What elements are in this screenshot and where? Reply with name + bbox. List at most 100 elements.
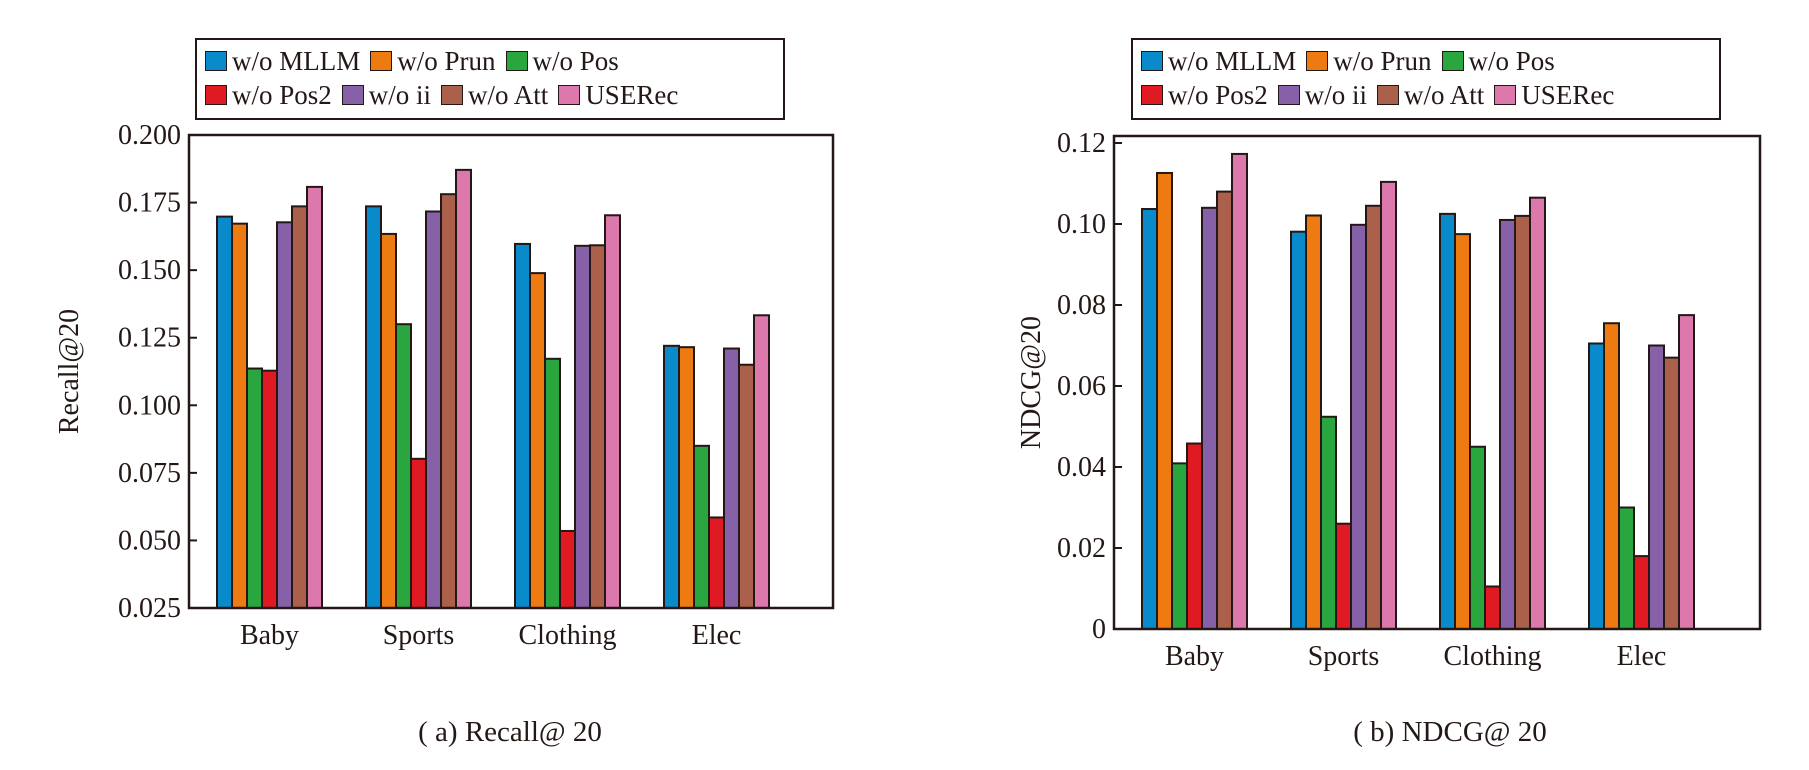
y-tick-label: 0.150 [118, 255, 181, 286]
legend-label: w/o Pos2 [1168, 80, 1268, 110]
legend-label: w/o Prun [397, 46, 496, 76]
legend-swatch [505, 51, 528, 71]
y-tick-label: 0.200 [118, 120, 181, 151]
legend-item: w/o Pos [1441, 44, 1555, 78]
x-tick-label: Sports [1308, 641, 1380, 672]
bar-w-o-pos-clothing [544, 357, 561, 609]
bar-w-o-prun-sports [380, 232, 397, 610]
bar-w-o-pos-baby [246, 367, 263, 609]
plot-frame [1112, 134, 1762, 631]
legend-row: w/o Pos2 w/o ii w/o Att USERec [205, 78, 775, 112]
bar-userec-sports [455, 168, 472, 609]
legend-label: w/o MLLM [232, 46, 361, 76]
legend-swatch [1141, 51, 1163, 71]
bar-w-o-mllm-clothing [514, 242, 531, 609]
x-tick-label: Elec [1617, 641, 1667, 672]
bar-w-o-att-sports [1365, 204, 1382, 630]
legend-swatch [1277, 85, 1300, 105]
legend-swatch [1141, 85, 1163, 105]
plot-frame [187, 133, 835, 610]
bar-w-o-ii-elec [1648, 344, 1665, 630]
legend-item: w/o Att [441, 78, 548, 112]
bar-userec-elec [753, 314, 770, 609]
x-tick-label: Elec [692, 620, 742, 651]
bar-w-o-pos2-clothing [559, 529, 576, 609]
y-tick-label: 0.08 [1057, 290, 1106, 321]
bar-userec-clothing [604, 214, 621, 609]
legend-row: w/o Pos2 w/o ii w/o Att USERec [1141, 78, 1711, 112]
y-tick-label: 0.10 [1057, 209, 1106, 240]
legend-row: w/o MLLM w/o Prun w/o Pos [1141, 44, 1711, 78]
legend-item: USERec [1494, 78, 1614, 112]
bar-w-o-att-elec [1663, 356, 1680, 630]
bar-w-o-att-baby [291, 205, 308, 609]
legend-label: w/o MLLM [1168, 46, 1297, 76]
legend-swatch [370, 51, 393, 71]
legend-ndcg: w/o MLLM w/o Prun w/o Pos w/o Pos2 w/o ii w/o… [1131, 38, 1721, 120]
legend-swatch [558, 85, 581, 105]
x-tick-label: Sports [383, 620, 455, 651]
bar-w-o-ii-sports [1350, 223, 1367, 630]
bar-w-o-pos2-clothing [1484, 585, 1501, 630]
bar-w-o-att-clothing [589, 244, 606, 609]
bar-userec-baby [1231, 152, 1248, 630]
legend-row: w/o MLLM w/o Prun w/o Pos [205, 44, 775, 78]
x-tick-label: Baby [240, 620, 299, 651]
legend-item: w/o Pos2 [205, 78, 332, 112]
legend-item: w/o Prun [1306, 44, 1432, 78]
bar-w-o-prun-clothing [529, 272, 546, 609]
bar-w-o-mllm-sports [1290, 230, 1307, 630]
y-axis-label: NDCG@20 [1016, 316, 1047, 449]
legend-label: USERec [585, 80, 679, 110]
bar-w-o-mllm-elec [663, 344, 680, 609]
y-tick-label: 0.025 [118, 593, 181, 624]
bar-w-o-att-elec [738, 363, 755, 609]
bar-w-o-mllm-sports [365, 205, 382, 609]
caption-ndcg: ( b) NDCG@ 20 [1353, 716, 1547, 748]
bar-w-o-att-clothing [1514, 214, 1531, 630]
legend-label: w/o Prun [1333, 46, 1432, 76]
bar-w-o-prun-clothing [1454, 233, 1471, 630]
bar-w-o-prun-elec [1603, 322, 1620, 630]
bar-w-o-pos-sports [395, 323, 412, 609]
bar-w-o-prun-sports [1305, 214, 1322, 630]
bar-w-o-ii-baby [276, 221, 293, 610]
y-tick-label: 0.12 [1057, 128, 1106, 159]
x-tick-label: Clothing [1443, 641, 1541, 672]
bar-w-o-pos-elec [693, 444, 710, 610]
bar-w-o-pos-sports [1320, 415, 1337, 630]
legend-label: w/o ii [368, 80, 432, 110]
y-tick-label: 0.06 [1057, 371, 1106, 402]
y-axis-label: Recall@20 [54, 309, 85, 434]
bar-w-o-pos2-sports [410, 457, 427, 609]
legend-item: w/o Pos2 [1141, 78, 1268, 112]
legend-swatch [205, 51, 227, 71]
x-tick-label: Baby [1165, 641, 1224, 672]
bar-w-o-ii-clothing [1499, 218, 1516, 630]
y-tick-label: 0.075 [118, 458, 181, 489]
bar-userec-clothing [1529, 196, 1546, 631]
bar-w-o-pos-clothing [1469, 445, 1486, 630]
legend-swatch [441, 85, 464, 105]
y-tick-label: 0.04 [1057, 452, 1106, 483]
bar-w-o-pos2-baby [1186, 442, 1203, 631]
bar-w-o-pos2-sports [1335, 522, 1352, 631]
legend-label: w/o Pos2 [232, 80, 332, 110]
y-tick-label: 0.125 [118, 323, 181, 354]
legend-item: w/o MLLM [1141, 44, 1296, 78]
bar-w-o-att-baby [1216, 190, 1233, 630]
legend-label: USERec [1521, 80, 1615, 110]
bar-w-o-ii-clothing [574, 244, 591, 609]
legend-swatch [1441, 51, 1464, 71]
legend-swatch [1494, 85, 1517, 105]
y-tick-label: 0.02 [1057, 533, 1106, 564]
bar-w-o-mllm-baby [216, 215, 233, 609]
legend-swatch [1377, 85, 1400, 105]
y-tick-label: 0.100 [118, 390, 181, 421]
legend-item: w/o MLLM [205, 44, 360, 78]
legend-item: USERec [558, 78, 678, 112]
bar-userec-sports [1380, 180, 1397, 630]
bar-w-o-att-sports [440, 193, 457, 609]
legend-item: w/o ii [1277, 78, 1367, 112]
legend-item: w/o ii [341, 78, 432, 112]
